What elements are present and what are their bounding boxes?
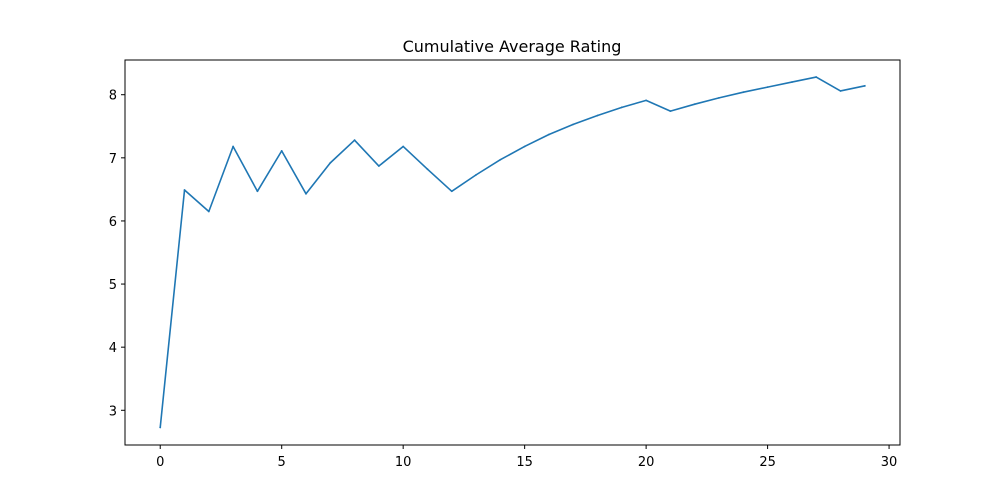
data-point [620, 106, 623, 109]
data-point [499, 158, 502, 161]
x-tick-label: 25 [759, 455, 776, 470]
x-tick-label: 20 [638, 455, 655, 470]
data-point [523, 145, 526, 148]
x-tick-label: 10 [395, 455, 412, 470]
x-axis: 0 5 10 15 20 25 30 [156, 445, 897, 470]
plot-frame [124, 59, 901, 446]
data-point [863, 84, 866, 87]
data-point [159, 426, 162, 429]
data-point [815, 76, 818, 78]
data-point [256, 190, 259, 193]
data-point [596, 114, 599, 117]
data-point [766, 86, 769, 89]
data-point [839, 90, 842, 92]
series-layer [159, 76, 866, 429]
data-point [742, 91, 745, 94]
y-tick-label: 3 [109, 404, 117, 419]
data-point [693, 103, 696, 106]
data-point [718, 96, 720, 99]
data-point [572, 123, 575, 126]
data-point [426, 168, 429, 171]
data-point [669, 110, 672, 113]
data-point [450, 190, 453, 193]
y-tick-label: 8 [109, 89, 117, 104]
chart-title: Cumulative Average Rating [403, 37, 622, 56]
data-point [377, 165, 380, 167]
data-point [329, 161, 332, 164]
data-point [645, 99, 648, 102]
x-tick-label: 30 [881, 455, 898, 470]
y-tick-label: 6 [109, 215, 117, 230]
data-point [280, 149, 283, 152]
data-point [548, 133, 550, 136]
data-point [402, 145, 405, 148]
data-point [305, 192, 307, 195]
series-line [159, 76, 866, 429]
data-point [183, 189, 186, 191]
data-point [475, 173, 477, 176]
x-tick-label: 5 [278, 455, 286, 470]
y-axis: 3 4 5 6 7 8 [109, 89, 125, 419]
y-tick-label: 5 [109, 278, 117, 293]
x-tick-label: 15 [516, 455, 533, 470]
data-point [790, 81, 793, 83]
data-point [353, 139, 356, 142]
data-point [207, 210, 210, 213]
x-tick-label: 0 [156, 455, 164, 470]
y-tick-label: 7 [109, 152, 117, 167]
data-point [232, 145, 235, 148]
y-tick-label: 4 [109, 341, 117, 356]
